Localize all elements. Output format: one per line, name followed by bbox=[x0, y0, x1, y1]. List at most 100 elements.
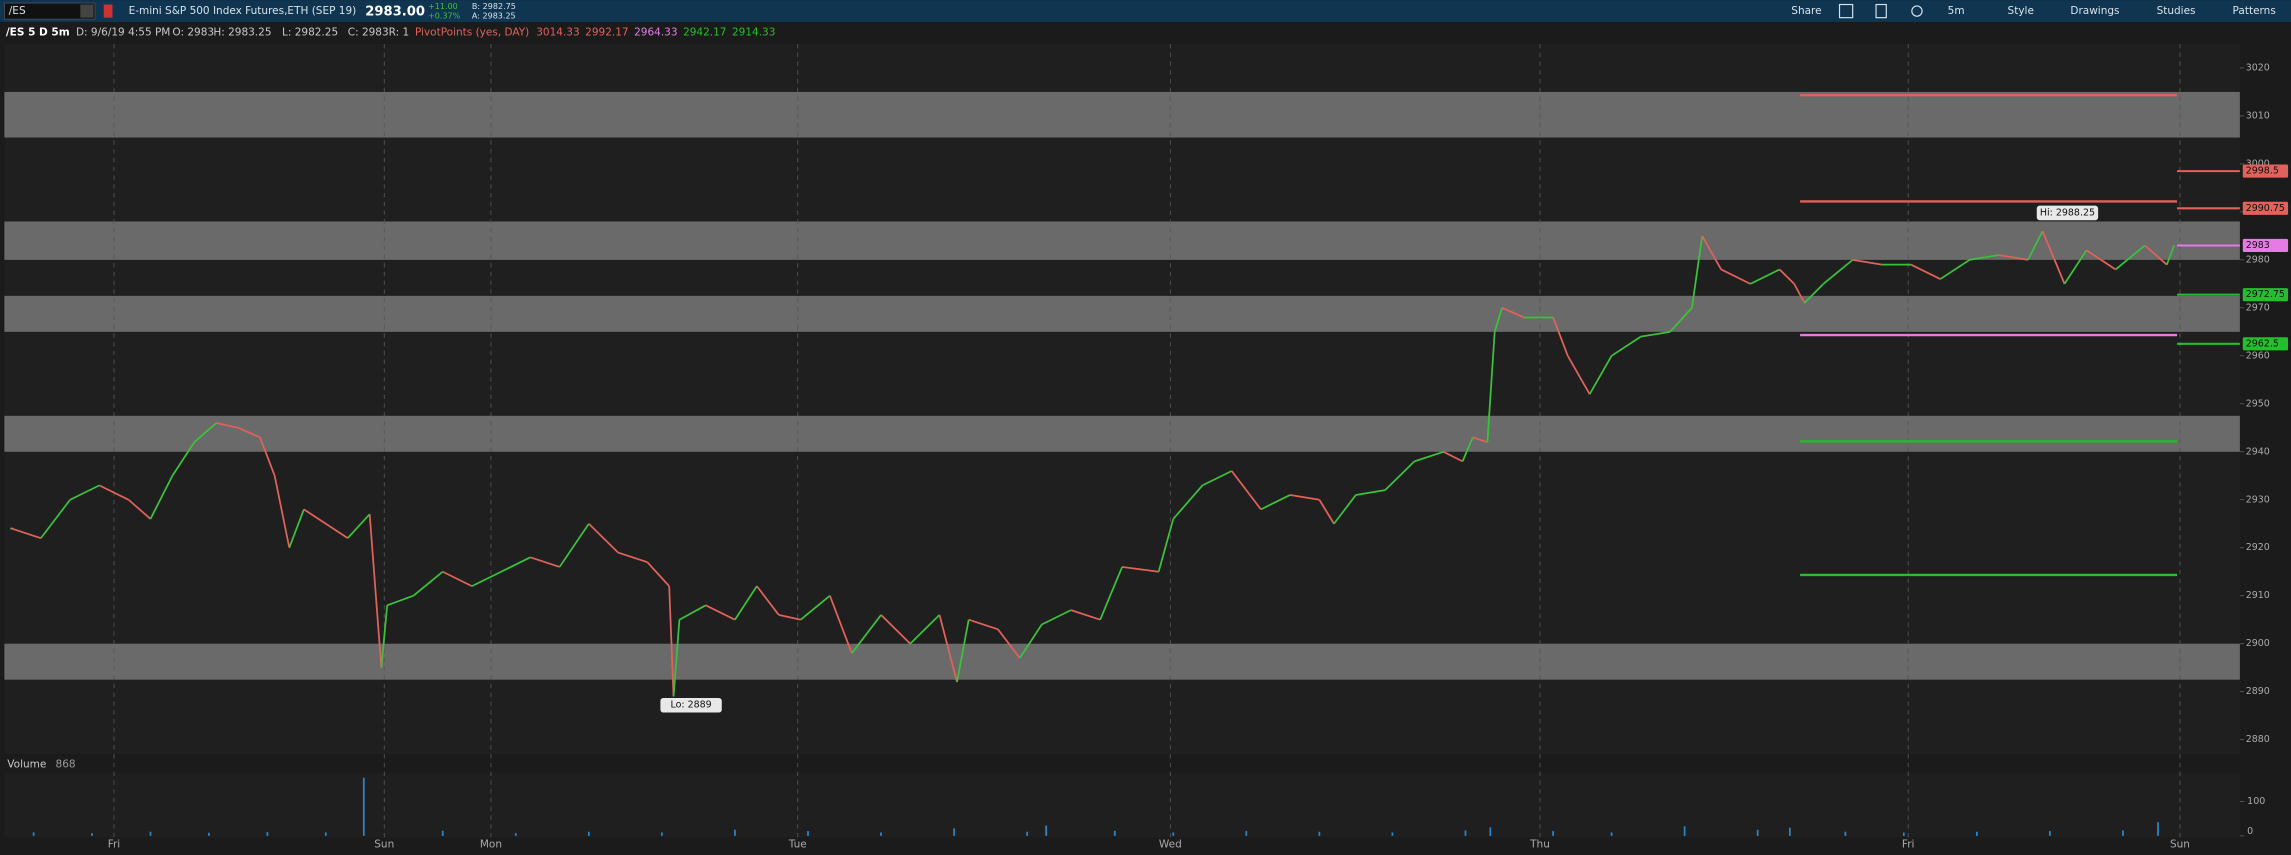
info-item: R: 1 bbox=[389, 26, 410, 38]
price-segment bbox=[1070, 609, 1101, 621]
volume-pane bbox=[4, 773, 2240, 838]
x-tick-label: Fri bbox=[1902, 839, 1915, 851]
toolbar bbox=[0, 0, 2291, 23]
volume-bar bbox=[1844, 831, 1847, 836]
annotation-box bbox=[2036, 205, 2099, 221]
price-segment bbox=[1822, 259, 1854, 285]
alert-icon bbox=[103, 4, 113, 18]
price-segment bbox=[259, 437, 276, 477]
x-tick-label: Mon bbox=[480, 839, 502, 851]
price-segment bbox=[1461, 437, 1474, 462]
price-segment bbox=[412, 571, 444, 597]
volume-bar bbox=[807, 831, 809, 836]
info-item: H: 2983.25 bbox=[213, 26, 271, 38]
price-segment bbox=[800, 595, 831, 621]
price-segment bbox=[40, 499, 71, 539]
price-segment bbox=[851, 614, 882, 654]
x-tick-label: Sun bbox=[2170, 839, 2190, 851]
info-item: O: 2983 bbox=[172, 26, 214, 38]
volume-bar bbox=[324, 832, 327, 836]
volume-bar bbox=[1464, 830, 1467, 836]
price-segment bbox=[1720, 268, 1751, 285]
volume-bar bbox=[2157, 822, 2159, 836]
price-segment bbox=[1231, 470, 1262, 510]
icon-button[interactable] bbox=[1838, 3, 1854, 19]
y-tick-label: 3000 bbox=[2246, 158, 2270, 169]
price-segment bbox=[617, 551, 648, 563]
price-segment bbox=[216, 422, 239, 429]
timeframe-button[interactable]: 5m bbox=[1948, 5, 1965, 17]
price-segment bbox=[1501, 307, 1525, 319]
price-segment bbox=[938, 614, 958, 683]
volume-bar bbox=[1683, 826, 1686, 836]
level-tag-label: 2998.5 bbox=[2246, 166, 2279, 177]
studies-button[interactable]: Studies bbox=[2157, 5, 2196, 17]
price-segment bbox=[1588, 355, 1613, 395]
last-price: 2983.00 bbox=[365, 4, 425, 19]
level-tag bbox=[2242, 164, 2289, 178]
change-pct: +0.37% bbox=[428, 12, 461, 21]
volume-last: 868 bbox=[56, 758, 76, 770]
price-segment bbox=[968, 618, 999, 631]
volume-bar bbox=[1045, 825, 1048, 836]
price-segment bbox=[1290, 494, 1320, 501]
patterns-button[interactable]: Patterns bbox=[2233, 5, 2276, 17]
price-segment bbox=[471, 570, 502, 587]
price-segment bbox=[98, 484, 129, 501]
share-button[interactable]: Share bbox=[1791, 5, 1821, 17]
y-tick-label: 2950 bbox=[2246, 398, 2270, 409]
price-segment bbox=[2165, 245, 2175, 265]
bid: B: 2982.75 bbox=[472, 2, 516, 11]
level-tag-label: 2983 bbox=[2246, 240, 2270, 251]
price-segment bbox=[1939, 259, 1971, 280]
price-segment bbox=[127, 499, 152, 520]
study-value: 2992.17 bbox=[585, 26, 628, 38]
volume-bar bbox=[514, 833, 517, 836]
volume-bar bbox=[1902, 832, 1905, 836]
volume-bar bbox=[1756, 829, 1759, 836]
price-segment bbox=[1333, 494, 1357, 525]
price-segment bbox=[1803, 283, 1825, 304]
volume-bar bbox=[1318, 831, 1321, 836]
price-segment bbox=[678, 604, 707, 621]
price-segment bbox=[1157, 518, 1175, 572]
price-zone bbox=[4, 295, 2240, 332]
symbol[interactable]: /ES bbox=[9, 5, 26, 17]
y-tick-label: 3010 bbox=[2246, 110, 2270, 121]
style-button[interactable]: Style bbox=[2008, 5, 2034, 17]
level-tag bbox=[2242, 238, 2289, 253]
drawings-button[interactable]: Drawings bbox=[2070, 5, 2119, 17]
volume-bar bbox=[2049, 831, 2051, 836]
volume-bar bbox=[208, 832, 210, 836]
annotation-label: Lo: 2889 bbox=[670, 700, 711, 711]
y-tick-label: 2980 bbox=[2246, 254, 2270, 265]
y-tick-label: 2920 bbox=[2246, 542, 2270, 553]
volume-bar bbox=[661, 832, 663, 836]
volume-bar bbox=[1975, 831, 1978, 836]
price-segment bbox=[1472, 436, 1488, 444]
price-segment bbox=[756, 585, 780, 616]
price-segment bbox=[1318, 499, 1335, 525]
volume-bar bbox=[734, 829, 736, 836]
price-segment bbox=[734, 585, 758, 621]
price-segment bbox=[149, 475, 174, 520]
volume-bar bbox=[266, 832, 269, 836]
symbol-dropdown[interactable] bbox=[80, 4, 94, 18]
volume-bar bbox=[32, 832, 35, 836]
symbol-input[interactable] bbox=[4, 2, 96, 20]
price-segment bbox=[1172, 484, 1204, 520]
volume-bar bbox=[1391, 832, 1394, 836]
price-segment bbox=[193, 422, 217, 443]
y-tick-label: 2900 bbox=[2246, 638, 2270, 649]
study-value: 2942.17 bbox=[683, 26, 726, 38]
x-tick-label: Thu bbox=[1529, 839, 1550, 851]
x-tick-label: Wed bbox=[1159, 839, 1182, 851]
annotation-label: Hi: 2988.25 bbox=[2040, 207, 2095, 218]
icon-button[interactable] bbox=[1875, 3, 1887, 19]
volume-tick-label: 0 bbox=[2247, 826, 2253, 837]
settings-button[interactable] bbox=[1911, 5, 1923, 17]
price-segment bbox=[1202, 470, 1233, 487]
price-segment bbox=[1493, 307, 1503, 333]
y-tick-label: 2910 bbox=[2246, 590, 2270, 601]
annotation-box bbox=[660, 697, 722, 713]
